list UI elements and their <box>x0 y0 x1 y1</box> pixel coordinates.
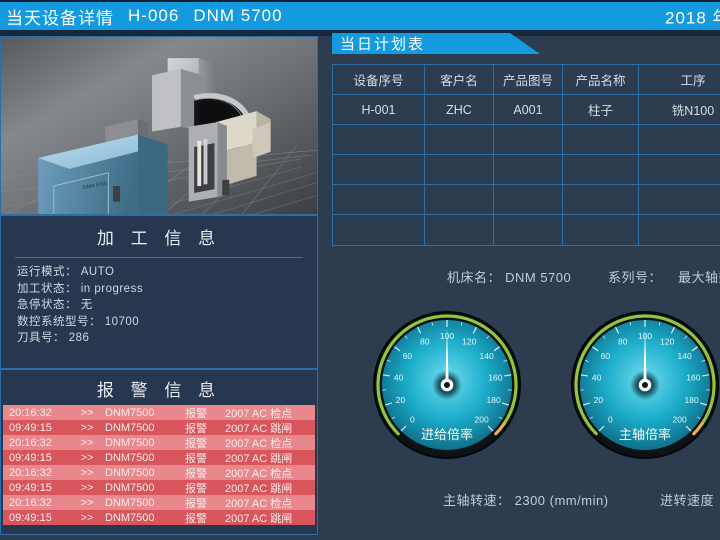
svg-text:主轴倍率: 主轴倍率 <box>619 427 671 442</box>
svg-text:120: 120 <box>462 336 476 346</box>
svg-text:60: 60 <box>403 351 413 361</box>
svg-text:20: 20 <box>396 395 406 405</box>
svg-text:160: 160 <box>686 372 700 382</box>
svg-text:20: 20 <box>594 395 604 405</box>
svg-text:180: 180 <box>487 395 501 405</box>
svg-text:200: 200 <box>475 415 489 425</box>
svg-text:80: 80 <box>420 336 430 346</box>
svg-text:180: 180 <box>685 395 699 405</box>
svg-text:160: 160 <box>488 372 502 382</box>
svg-text:140: 140 <box>480 351 494 361</box>
svg-text:120: 120 <box>660 336 674 346</box>
svg-text:40: 40 <box>592 372 602 382</box>
svg-text:进给倍率: 进给倍率 <box>421 427 473 442</box>
svg-text:200: 200 <box>673 415 687 425</box>
svg-text:0: 0 <box>410 415 415 425</box>
svg-text:80: 80 <box>618 336 628 346</box>
svg-text:0: 0 <box>608 415 613 425</box>
svg-text:60: 60 <box>601 351 611 361</box>
svg-text:40: 40 <box>394 372 404 382</box>
svg-text:140: 140 <box>678 351 692 361</box>
